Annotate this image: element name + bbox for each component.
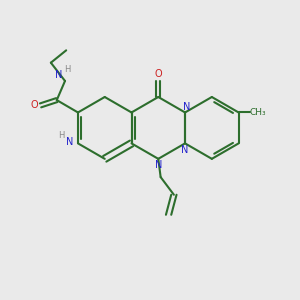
Text: N: N (183, 102, 190, 112)
Text: N: N (66, 137, 74, 147)
Text: N: N (55, 70, 62, 80)
Text: N: N (154, 160, 162, 170)
Text: H: H (64, 65, 70, 74)
Text: O: O (154, 69, 162, 79)
Text: H: H (58, 130, 65, 140)
Text: N: N (182, 145, 189, 155)
Text: CH₃: CH₃ (249, 108, 266, 117)
Text: O: O (31, 100, 38, 110)
